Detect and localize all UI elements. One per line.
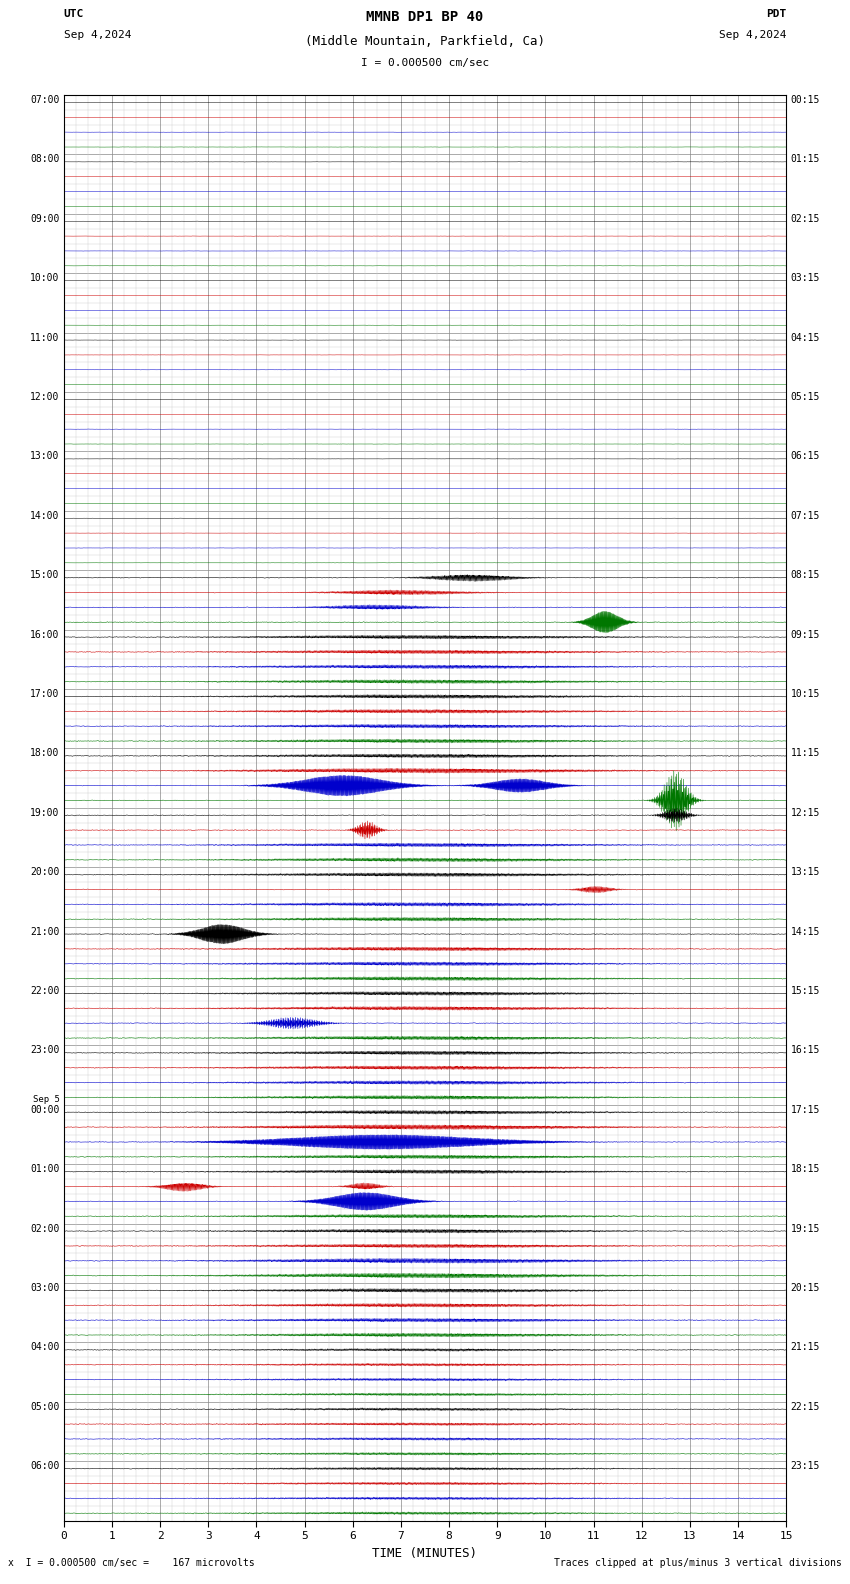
Text: 10:15: 10:15	[790, 689, 820, 699]
Text: 04:00: 04:00	[30, 1342, 60, 1353]
Text: x  I = 0.000500 cm/sec =    167 microvolts: x I = 0.000500 cm/sec = 167 microvolts	[8, 1559, 255, 1568]
Text: 15:00: 15:00	[30, 570, 60, 580]
Text: 22:15: 22:15	[790, 1402, 820, 1411]
Text: 03:00: 03:00	[30, 1283, 60, 1293]
Text: 06:00: 06:00	[30, 1460, 60, 1472]
Text: 07:15: 07:15	[790, 510, 820, 521]
Text: 09:00: 09:00	[30, 214, 60, 223]
Text: 14:15: 14:15	[790, 927, 820, 936]
Text: 01:00: 01:00	[30, 1164, 60, 1174]
Text: UTC: UTC	[64, 10, 84, 19]
Text: 02:15: 02:15	[790, 214, 820, 223]
Text: Sep 5: Sep 5	[32, 1096, 60, 1104]
Text: 20:00: 20:00	[30, 868, 60, 878]
Text: I = 0.000500 cm/sec: I = 0.000500 cm/sec	[361, 59, 489, 68]
Text: 22:00: 22:00	[30, 985, 60, 996]
Text: 05:00: 05:00	[30, 1402, 60, 1411]
Text: 11:15: 11:15	[790, 748, 820, 759]
Text: 15:15: 15:15	[790, 985, 820, 996]
Text: Sep 4,2024: Sep 4,2024	[719, 30, 786, 40]
Text: 16:00: 16:00	[30, 629, 60, 640]
Text: 18:00: 18:00	[30, 748, 60, 759]
Text: 06:15: 06:15	[790, 451, 820, 461]
Text: 04:15: 04:15	[790, 333, 820, 342]
Text: 08:15: 08:15	[790, 570, 820, 580]
Text: 23:15: 23:15	[790, 1460, 820, 1472]
Text: 10:00: 10:00	[30, 274, 60, 284]
Text: 12:00: 12:00	[30, 393, 60, 402]
Text: 14:00: 14:00	[30, 510, 60, 521]
Text: 19:15: 19:15	[790, 1223, 820, 1234]
Text: 03:15: 03:15	[790, 274, 820, 284]
Text: 17:15: 17:15	[790, 1106, 820, 1115]
Text: 20:15: 20:15	[790, 1283, 820, 1293]
Text: 08:00: 08:00	[30, 154, 60, 165]
Text: 02:00: 02:00	[30, 1223, 60, 1234]
Text: 12:15: 12:15	[790, 808, 820, 817]
Text: 13:00: 13:00	[30, 451, 60, 461]
Text: 21:15: 21:15	[790, 1342, 820, 1353]
Text: 19:00: 19:00	[30, 808, 60, 817]
Text: 23:00: 23:00	[30, 1045, 60, 1055]
Text: MMNB DP1 BP 40: MMNB DP1 BP 40	[366, 10, 484, 24]
Text: 13:15: 13:15	[790, 868, 820, 878]
Text: 18:15: 18:15	[790, 1164, 820, 1174]
Text: 00:00: 00:00	[30, 1106, 60, 1115]
Text: Traces clipped at plus/minus 3 vertical divisions: Traces clipped at plus/minus 3 vertical …	[553, 1559, 842, 1568]
Text: 11:00: 11:00	[30, 333, 60, 342]
Text: 07:00: 07:00	[30, 95, 60, 105]
Text: (Middle Mountain, Parkfield, Ca): (Middle Mountain, Parkfield, Ca)	[305, 35, 545, 48]
Text: 00:15: 00:15	[790, 95, 820, 105]
Text: 17:00: 17:00	[30, 689, 60, 699]
Text: 01:15: 01:15	[790, 154, 820, 165]
Text: 21:00: 21:00	[30, 927, 60, 936]
Text: Sep 4,2024: Sep 4,2024	[64, 30, 131, 40]
Text: 16:15: 16:15	[790, 1045, 820, 1055]
X-axis label: TIME (MINUTES): TIME (MINUTES)	[372, 1546, 478, 1560]
Text: 09:15: 09:15	[790, 629, 820, 640]
Text: PDT: PDT	[766, 10, 786, 19]
Text: 05:15: 05:15	[790, 393, 820, 402]
